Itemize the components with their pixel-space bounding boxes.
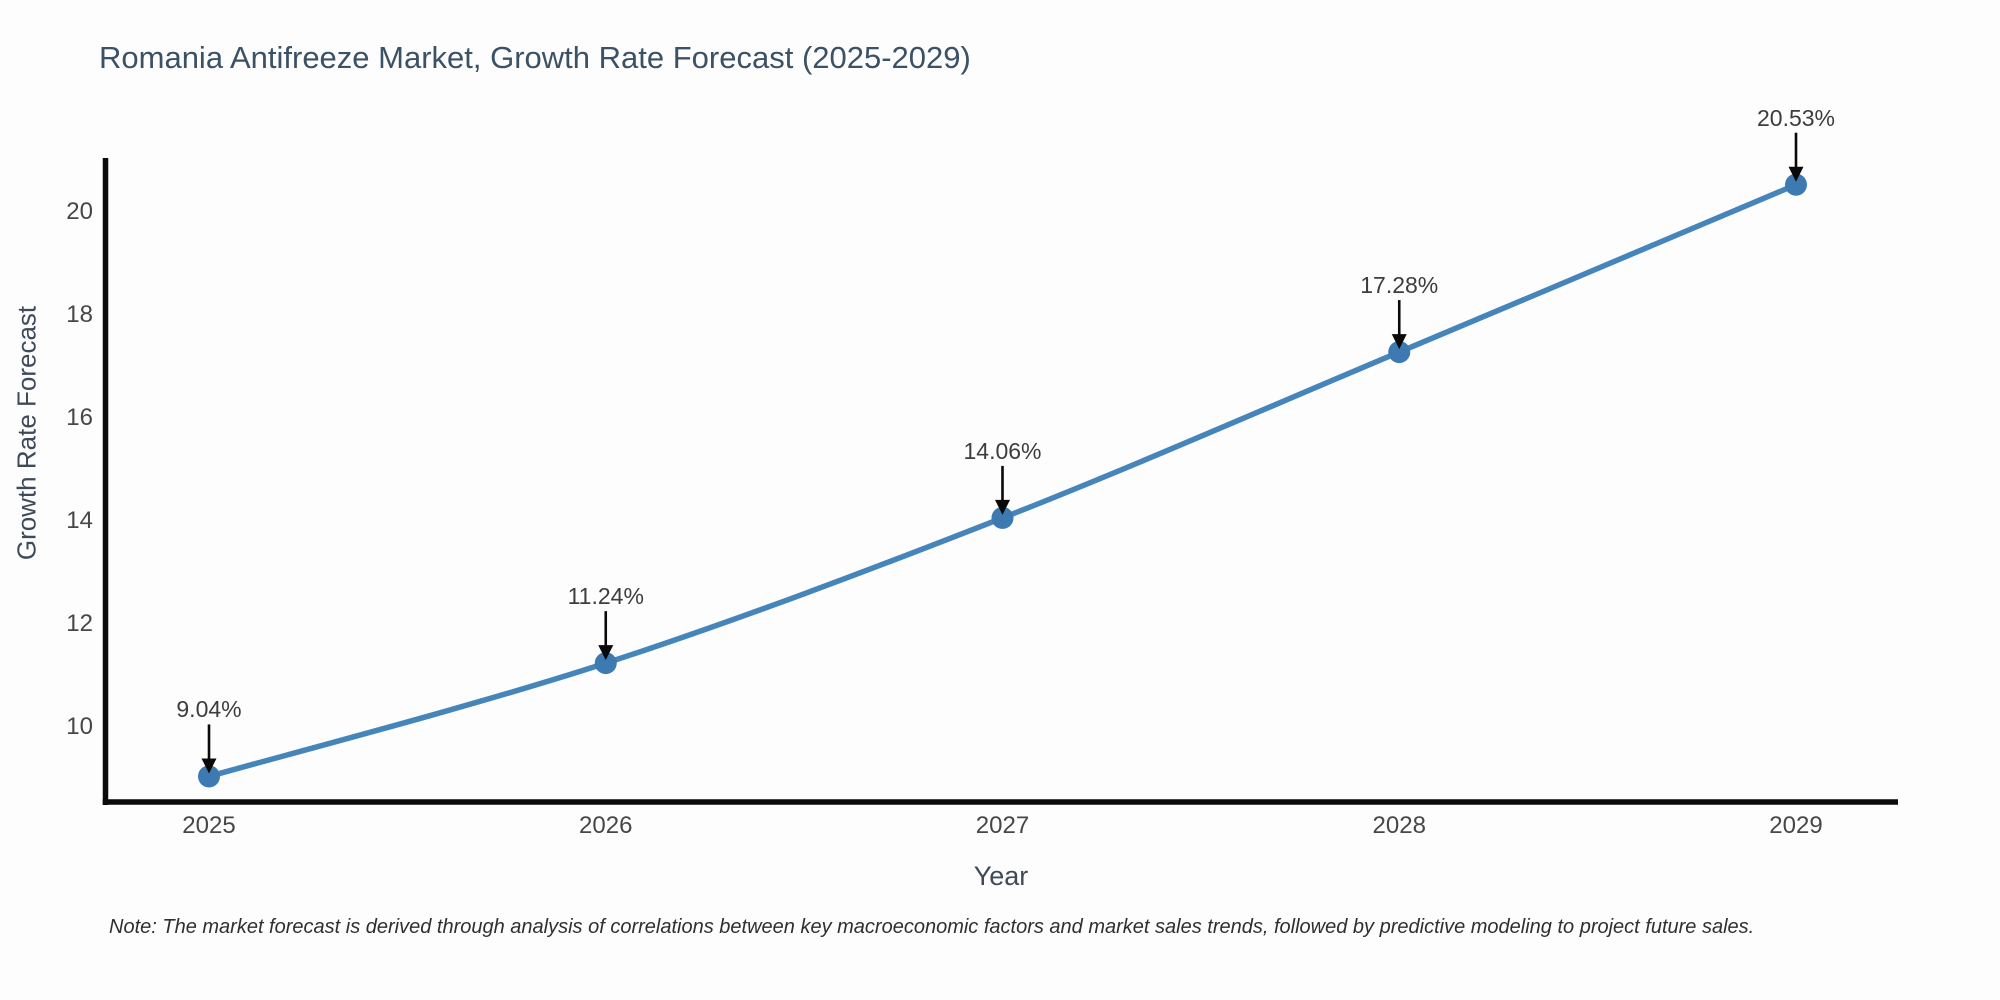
data-point-label: 11.24% <box>567 583 644 610</box>
x-tick-label: 2027 <box>975 812 1030 839</box>
y-tick-label: 12 <box>66 610 93 637</box>
y-tick-label: 16 <box>66 404 93 431</box>
x-axis-title: Year <box>973 861 1029 891</box>
annotation-arrow-head <box>1391 334 1407 350</box>
annotation-arrow-head <box>1788 166 1804 182</box>
y-tick-label: 20 <box>66 198 93 225</box>
x-tick-label: 2026 <box>579 812 633 839</box>
y-tick-label: 10 <box>66 713 93 740</box>
annotation-arrow-head <box>995 499 1010 515</box>
y-axis-spine <box>102 158 109 805</box>
annotation-arrow-head <box>201 758 217 774</box>
chart-footnote: Note: The market forecast is derived thr… <box>109 916 1755 938</box>
data-point-label: 20.53% <box>1756 104 1835 131</box>
chart-title: Romania Antifreeze Market, Growth Rate F… <box>99 40 971 75</box>
data-point-label: 9.04% <box>176 696 242 723</box>
data-point-marker <box>594 652 617 675</box>
data-point-marker <box>991 506 1014 529</box>
y-tick-label: 18 <box>66 301 93 328</box>
x-tick-label: 2029 <box>1769 812 1823 839</box>
data-point-marker <box>1388 341 1411 364</box>
x-tick-label: 2025 <box>182 812 236 839</box>
data-point-label: 17.28% <box>1360 272 1439 299</box>
x-tick-label: 2028 <box>1372 812 1426 839</box>
data-point-marker <box>198 765 220 788</box>
y-tick-label: 14 <box>66 507 93 534</box>
x-axis-spine <box>102 799 1898 805</box>
data-point-label: 14.06% <box>963 437 1042 464</box>
annotation-arrow-head <box>598 645 614 661</box>
data-point-marker <box>1785 173 1807 196</box>
